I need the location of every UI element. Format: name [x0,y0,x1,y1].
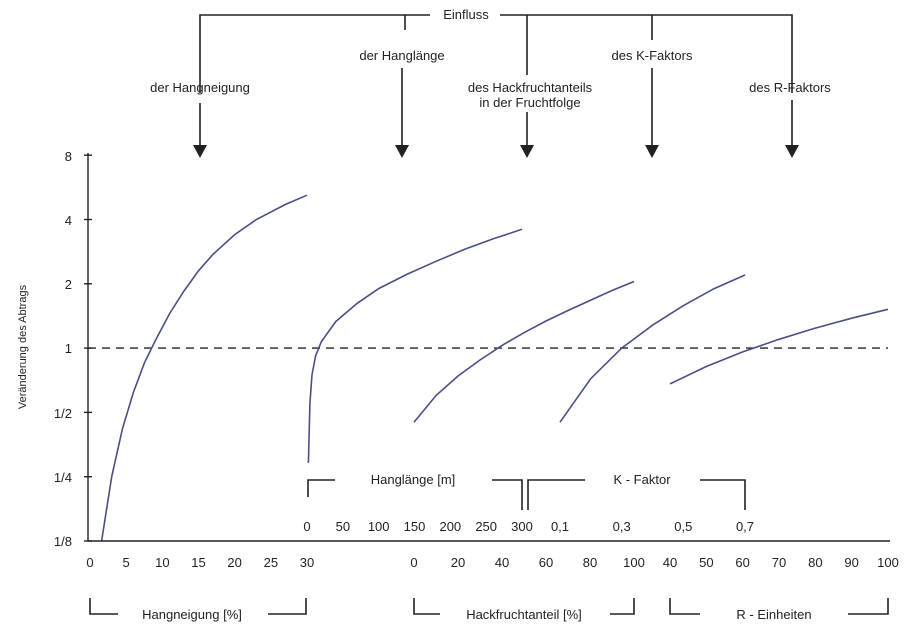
rfaktor-scale-bracket: R - Einheiten [669,598,889,622]
rfaktor-tick-label: 50 [699,555,713,570]
chart-title: Einfluss [443,7,489,22]
hanglaenge-tick-label: 200 [439,519,461,534]
kfaktor-tick-label: 0,1 [551,519,569,534]
kfaktor-tick-label: 0,5 [674,519,692,534]
scale-label-hanglaenge: Hanglänge [m] [371,472,456,487]
hanglaenge-tick-label: 300 [511,519,533,534]
rfaktor-tick-label: 80 [808,555,822,570]
series-line-hangneigung [100,194,308,542]
x-ticks-inner: 0 50 100 150 200 250 300 0,1 0,3 0,5 0,7 [303,519,754,534]
series-line-hanglaenge [307,228,523,463]
y-axis: 1/8 1/4 1/2 1 2 4 8 Veränderung des Abtr… [17,149,92,549]
arrow-hanglaenge [395,68,409,158]
rfaktor-tick-label: 40 [663,555,677,570]
scale-label-kfaktor: K - Faktor [613,472,671,487]
rfaktor-tick-label: 100 [877,555,899,570]
factor-label-rfaktor: des R-Faktors [749,80,831,95]
rfaktor-tick-label: 90 [844,555,858,570]
series-line-rfaktor [669,308,889,385]
hangneigung-bracket-line [89,598,307,615]
hangneigung-scale-bracket: Hangneigung [%] [89,598,307,622]
y-tick-label-4: 4 [65,213,72,228]
hackfrucht-tick-label: 40 [495,555,509,570]
scale-label-rfaktor: R - Einheiten [736,607,811,622]
hangneigung-tick-label: 15 [191,555,205,570]
factor-label-hanglaenge: der Hanglänge [359,48,444,63]
y-tick-label-8: 8 [65,149,72,164]
scale-label-hangneigung: Hangneigung [%] [142,607,242,622]
rfaktor-tick-label: 70 [772,555,786,570]
hangneigung-tick-label: 25 [264,555,278,570]
hanglaenge-scale-bracket: Hanglänge [m] [307,472,523,510]
y-tick-label-1-8: 1/8 [54,534,72,549]
scale-label-hackfrucht: Hackfruchtanteil [%] [466,607,582,622]
x-ticks-bottom: 0 5 10 15 20 25 30 0 20 40 60 80 100 40 50 60 70 80 90 100 [86,555,898,570]
kfaktor-scale-bracket: K - Faktor [527,472,746,510]
hackfrucht-scale-bracket: Hackfruchtanteil [%] [413,598,635,622]
arrow-hangneigung [193,103,207,158]
kfaktor-tick-label: 0,7 [736,519,754,534]
y-tick-label-1-2: 1/2 [54,406,72,421]
rfaktor-tick-label: 60 [735,555,749,570]
arrow-hackfrucht [520,112,534,158]
factor-arrows [193,68,799,158]
arrow-rfaktor [785,100,799,158]
series-curves [100,194,889,542]
hangneigung-tick-label: 5 [123,555,130,570]
hanglaenge-bracket-line [307,479,523,510]
einfluss-bracket: Einfluss [199,7,793,93]
series-line-hackfrucht [413,280,635,423]
kfaktor-tick-label: 0,3 [613,519,631,534]
hanglaenge-tick-label: 250 [475,519,497,534]
factor-label-hackfrucht-line1: des Hackfruchtanteils [468,80,593,95]
hackfrucht-tick-label: 20 [451,555,465,570]
arrow-kfaktor [645,68,659,158]
y-tick-label-1-4: 1/4 [54,470,72,485]
factor-label-hangneigung: der Hangneigung [150,80,250,95]
einfluss-bracket-line [199,14,793,93]
y-tick-label-1: 1 [65,341,72,356]
hangneigung-tick-label: 30 [300,555,314,570]
hanglaenge-tick-label: 100 [368,519,390,534]
hangneigung-tick-label: 20 [227,555,241,570]
hackfrucht-tick-label: 80 [583,555,597,570]
hangneigung-tick-label: 0 [86,555,93,570]
factor-label-kfaktor: des K-Faktors [612,48,693,63]
hanglaenge-tick-label: 50 [336,519,350,534]
y-axis-label: Veränderung des Abtrags [17,284,29,409]
hangneigung-tick-label: 10 [155,555,169,570]
factor-labels: der Hangneigung der Hanglänge des Hackfr… [150,48,831,110]
hackfrucht-bracket-line [413,598,635,615]
hackfrucht-tick-label: 100 [623,555,645,570]
hackfrucht-tick-label: 0 [410,555,417,570]
rfaktor-bracket-line [669,598,889,615]
series-line-kfaktor [559,274,746,423]
factor-label-hackfrucht-line2: in der Fruchtfolge [479,95,580,110]
hanglaenge-tick-label: 0 [303,519,310,534]
kfaktor-bracket-line [527,479,746,510]
hanglaenge-tick-label: 150 [404,519,426,534]
y-tick-label-2: 2 [65,277,72,292]
hackfrucht-tick-label: 60 [539,555,553,570]
